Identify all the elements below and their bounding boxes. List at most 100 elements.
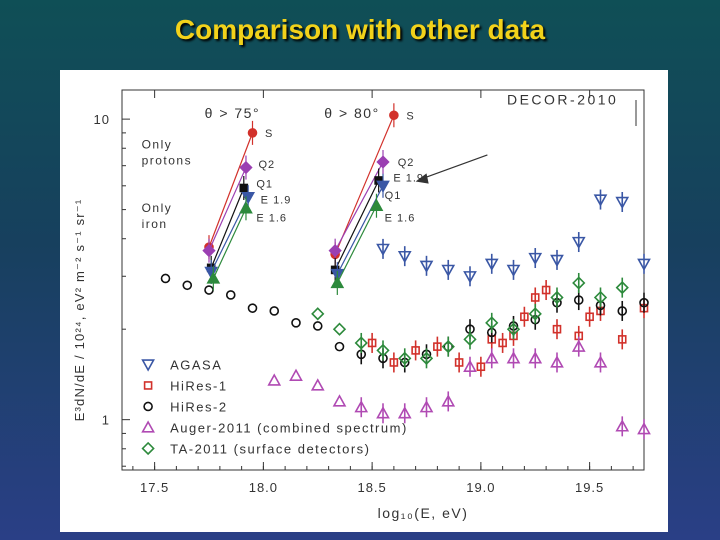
bundle-line — [336, 185, 384, 275]
plot-frame — [121, 89, 645, 471]
bundle-line-label: E 1.9 — [261, 195, 292, 207]
auger2011-point — [637, 421, 651, 435]
hires2-legend-marker — [143, 401, 153, 412]
bundle-line-label: S — [406, 110, 414, 122]
ta2011-point — [593, 290, 608, 305]
auger2011-point — [441, 394, 456, 407]
hires1-point — [520, 312, 529, 322]
hires2-point — [247, 303, 258, 313]
agasa-point — [593, 194, 608, 207]
hires2-point — [573, 295, 584, 305]
bundle-end-point — [239, 201, 253, 214]
bundle-line-label: S — [265, 128, 273, 140]
hires1-point — [530, 293, 540, 302]
auger2011-point — [528, 351, 543, 364]
bundle-caption: θ > 75° — [205, 105, 260, 121]
auger2011-point — [615, 419, 630, 432]
agasa-point — [637, 258, 651, 271]
hires2-point — [182, 280, 193, 291]
only-protons-label: Only — [142, 137, 173, 151]
ta2011-point — [550, 290, 564, 305]
auger2011-legend-marker — [141, 420, 155, 433]
auger2011-point — [397, 406, 412, 419]
x-tick-label: 17.5 — [140, 480, 169, 495]
agasa-point — [528, 252, 543, 266]
bundle-line — [336, 205, 378, 284]
bundle-line-label: E 1.9 — [393, 172, 424, 184]
auger2011-point — [463, 359, 477, 372]
auger2011-point — [419, 400, 434, 413]
legend-label: AGASA — [170, 357, 222, 372]
hires2-point — [334, 341, 345, 352]
bundle-end-point — [247, 128, 258, 138]
bundle-start-point — [206, 271, 221, 284]
agasa-point — [506, 264, 521, 278]
auger2011-point — [571, 339, 586, 352]
ta2011-point — [311, 307, 325, 321]
legend-label: HiRes-2 — [170, 399, 227, 414]
hires1-point — [552, 324, 562, 334]
legend-label: HiRes-1 — [170, 378, 227, 393]
auger2011-point — [506, 351, 521, 364]
ta2011-point — [485, 316, 499, 330]
auger2011-point — [484, 351, 499, 364]
x-axis-label: log₁₀(E, eV) — [378, 505, 469, 521]
bundle-end-point — [389, 110, 399, 121]
hires1-legend-marker — [143, 381, 153, 390]
only-iron-label: Only — [142, 201, 173, 215]
hires2-point — [204, 285, 214, 295]
legend-label: TA-2011 (surface detectors) — [170, 441, 370, 456]
x-tick-label: 18.5 — [357, 480, 386, 495]
bundle-line-label: Q1 — [385, 190, 402, 202]
x-tick-label: 18.0 — [249, 480, 278, 495]
hires1-point — [476, 362, 486, 372]
bundle-line — [210, 187, 245, 269]
auger2011-point — [593, 355, 608, 368]
bundle-line — [208, 167, 247, 251]
agasa-point — [550, 254, 564, 268]
bundle-start-point — [328, 244, 342, 258]
spectrum-chart: 17.5 18.0 18.5 19.0 19.5 1 10 log₁₀(E, eV) E³dN/… — [72, 89, 651, 521]
only-iron-label: iron — [142, 217, 168, 231]
bundle-line — [208, 132, 254, 248]
hires1-point — [454, 358, 464, 367]
decor-label: DECOR-2010 — [507, 91, 618, 107]
bundle-line — [212, 208, 247, 279]
agasa-point — [615, 196, 630, 210]
slide-title: Comparison with other data — [174, 14, 546, 45]
auger2011-point — [289, 368, 303, 381]
ta2011-point — [463, 332, 477, 346]
bundle-line — [334, 115, 395, 255]
bundle-line-label: Q1 — [256, 179, 273, 191]
chart-panel: 17.5 18.0 18.5 19.0 19.5 1 10 log₁₀(E, eV) E³dN/… — [60, 70, 668, 532]
bundle-end-point — [239, 183, 249, 193]
agasa-point — [441, 264, 456, 278]
hires2-point — [160, 273, 171, 284]
decor-arrow — [419, 154, 488, 180]
hires2-point — [269, 306, 280, 316]
hires1-point — [541, 285, 551, 295]
bundle-end-point — [376, 180, 390, 193]
bundle-line-label: Q2 — [259, 159, 276, 171]
agasa-point — [376, 243, 390, 257]
decor-arrow-head — [415, 173, 429, 184]
hires2-point — [291, 318, 301, 328]
ta2011-point — [441, 339, 455, 354]
ta2011-point — [398, 351, 412, 365]
hires1-point — [585, 312, 594, 322]
hires1-point — [433, 342, 442, 351]
ta2011-point — [354, 336, 368, 350]
ta2011-point — [332, 322, 347, 336]
hires1-point — [498, 338, 507, 348]
legend-label: Auger-2011 (combined spectrum) — [170, 420, 408, 435]
auger2011-point — [332, 394, 347, 407]
auger2011-point — [310, 378, 325, 391]
auger2011-point — [550, 355, 564, 368]
x-tick-label: 19.0 — [466, 480, 495, 495]
agasa-point — [397, 250, 412, 264]
bundle-line-label: E 1.6 — [256, 213, 287, 225]
ta2011-point — [528, 307, 542, 321]
hires1-point — [367, 338, 377, 348]
agasa-legend-marker — [141, 359, 155, 372]
agasa-point — [419, 260, 434, 273]
